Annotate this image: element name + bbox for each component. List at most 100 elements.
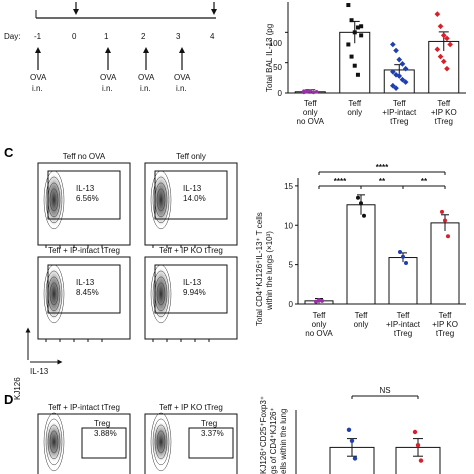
data-point	[355, 72, 360, 77]
data-point	[390, 41, 396, 48]
x-tick-label: only	[354, 320, 369, 329]
data-point	[311, 90, 316, 95]
data-point	[352, 63, 357, 68]
x-tick-label: no OVA	[297, 117, 325, 126]
data-point	[437, 23, 444, 30]
gate-label: Treg	[201, 419, 217, 428]
gate-box	[154, 264, 228, 314]
cell-population	[45, 173, 63, 227]
day-value: -1	[34, 32, 42, 41]
day-value: 1	[104, 32, 109, 41]
data-point	[302, 89, 306, 93]
data-point	[349, 54, 354, 59]
chart-b-ylabel: Total BAL IL-13 (pg	[265, 24, 274, 92]
gate-percent: 6.56%	[76, 194, 99, 203]
contour-line	[45, 176, 63, 224]
contour-line	[49, 430, 59, 454]
cell-population	[152, 422, 170, 462]
bar	[388, 257, 418, 305]
x-tick-label: +IP-intact	[382, 108, 417, 117]
flow-xaxis-label: IL-13	[30, 367, 49, 376]
ova-label: OVA	[30, 73, 47, 82]
sig-label: **	[379, 177, 386, 186]
data-point	[355, 25, 360, 30]
flow-plot: Teff + IP KO tTreg IL-139.94%	[144, 246, 238, 342]
cell-population	[45, 267, 63, 321]
data-point	[359, 201, 363, 206]
contour-line	[43, 412, 65, 472]
gate-box	[154, 170, 228, 220]
chart-b-ytick: 50	[273, 63, 282, 72]
x-tick-label: Teff	[355, 311, 369, 320]
data-point	[398, 250, 402, 255]
data-point	[393, 47, 399, 54]
contour-line	[45, 270, 63, 318]
ova-label: OVA	[100, 73, 117, 82]
route-label: i.n.	[140, 84, 151, 93]
y-tick-label: 0	[289, 300, 294, 309]
contour-line	[47, 424, 61, 460]
x-tick-label: Teff	[348, 99, 362, 108]
route-label: i.n.	[32, 84, 43, 93]
gate-box	[47, 264, 121, 314]
flow-plot-title: Teff + IP-intact tTreg	[48, 246, 120, 255]
cell-population	[152, 173, 170, 227]
cell-population	[45, 422, 63, 462]
data-point	[412, 429, 418, 435]
data-point	[443, 218, 447, 223]
data-point	[444, 65, 450, 72]
flow-plot-title: Teff + IP KO tTreg	[159, 246, 223, 255]
chart-b-ytick: 0	[278, 89, 283, 98]
data-point	[399, 61, 406, 67]
x-tick-label: +IP-intact	[386, 320, 421, 329]
contour-line	[154, 424, 168, 460]
data-point	[396, 56, 403, 63]
day-value: 2	[141, 32, 146, 41]
x-tick-label: Teff	[397, 311, 411, 320]
x-tick-label: +IP KO	[431, 108, 457, 117]
x-tick-label: Teff	[304, 99, 318, 108]
x-tick-label: only	[303, 108, 318, 117]
x-tick-label: Teff	[439, 311, 453, 320]
gate-box	[81, 427, 127, 459]
x-tick-label: tTreg	[394, 329, 412, 338]
contour-line	[156, 188, 166, 212]
contour-line	[152, 418, 170, 466]
data-point	[346, 42, 351, 47]
data-point	[404, 261, 408, 266]
data-point	[349, 438, 355, 443]
gate-label: IL-13	[76, 278, 95, 287]
contour-line	[49, 188, 59, 212]
sig-label: NS	[379, 386, 390, 395]
data-point	[349, 18, 354, 23]
data-point	[359, 33, 364, 38]
x-tick-label: tTreg	[436, 329, 454, 338]
timeline: Day: -1 0 1 2 3 4 OVA OVA OVA OVA i.n. i…	[4, 2, 217, 93]
bar	[346, 204, 376, 305]
data-point	[352, 456, 358, 461]
panel-d-letter: D	[4, 392, 13, 407]
gate-percent: 3.88%	[94, 429, 117, 438]
ova-label: OVA	[138, 73, 155, 82]
gate-box	[188, 427, 234, 459]
data-point	[402, 65, 409, 72]
data-point	[314, 299, 318, 304]
data-point	[346, 427, 352, 432]
data-point	[390, 68, 396, 75]
gate-label: IL-13	[183, 278, 202, 287]
panel-c-letter: C	[4, 145, 14, 160]
x-tick-label: only	[312, 320, 327, 329]
flow-yaxis-label: KJ126	[13, 377, 22, 400]
sig-label: ****	[376, 163, 389, 172]
bar	[430, 222, 460, 305]
x-tick-label: no OVA	[305, 329, 333, 338]
data-point	[440, 209, 444, 214]
y-tick-label: 5	[289, 261, 294, 270]
gate-box	[47, 170, 121, 220]
flow-plot-title: Teff only	[176, 152, 206, 161]
chart-d-ylabel: gs of CD4⁺KJ126⁺	[269, 407, 278, 474]
y-tick-label: 10	[284, 221, 293, 230]
y-tick-label: 15	[284, 182, 293, 191]
